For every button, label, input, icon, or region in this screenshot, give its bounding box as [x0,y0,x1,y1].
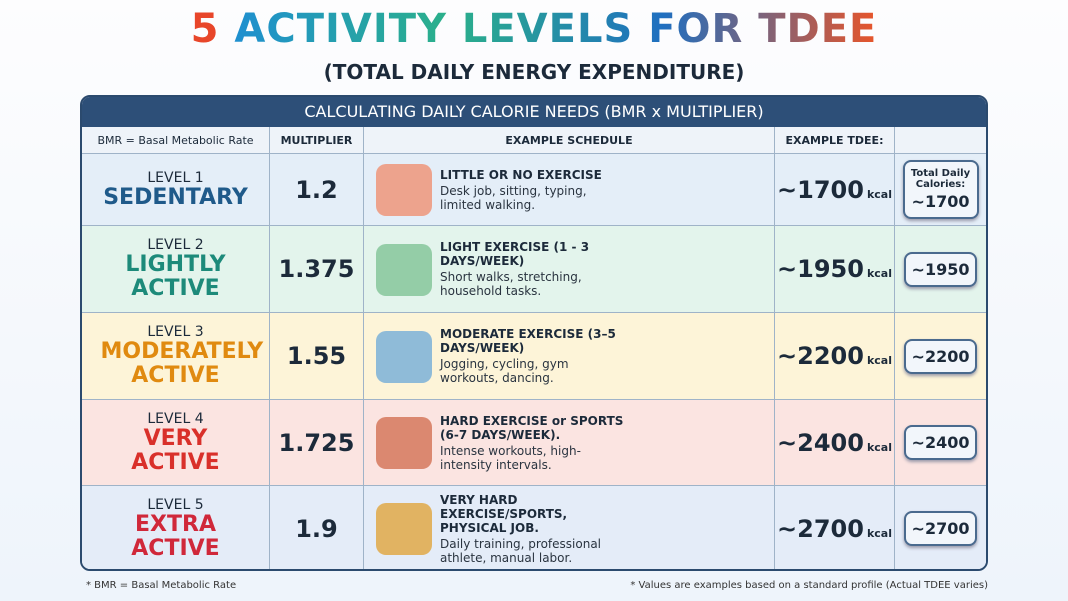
tdee-unit: kcal [866,267,892,280]
footnote: * BMR = Basal Metabolic Rate [86,580,237,591]
cell: LEVEL 1 SEDENTARY [82,154,270,226]
tdee-value: ~2200 [777,342,864,370]
column-header [895,127,986,154]
schedule-text: Desk job, sitting, typing, limited walki… [440,183,587,212]
multiplier: 1.2 [295,175,338,204]
cell: 1.375 [270,226,364,313]
schedule-title: MODERATE EXERCISE (3–5 DAYS/WEEK) [440,327,616,355]
cell: ~2400 [895,400,986,486]
level-name: LIGHTLY ACTIVE [125,252,226,301]
subtitle: (TOTAL DAILY ENERGY EXPENDITURE) [323,60,745,84]
total-box: Total Daily Calories: ~1700 [902,160,979,219]
total-box: ~2200 [903,338,978,374]
cell: ~1950 [895,226,986,313]
tdee-value: ~1700 [777,175,864,204]
total-box: ~1950 [903,251,978,287]
activity-icon [376,243,432,296]
tdee-unit: kcal [866,440,892,454]
tdee: ~2700 kcal [777,515,892,543]
cell: HARD EXERCISE or SPORTS (6-7 DAYS/WEEK).… [364,400,775,486]
multiplier: 1.375 [278,255,355,283]
cell: Total Daily Calories: ~1700 [895,154,986,226]
cell: LEVEL 5 EXTRA ACTIVE [82,486,270,569]
cell: ~2400 kcal [775,400,895,486]
level-number: LEVEL 5 [147,496,204,513]
tdee-unit: kcal [866,354,892,367]
multiplier: 1.55 [286,342,347,370]
cell: 1.55 [270,313,364,400]
level-number: LEVEL 4 [147,410,204,427]
column-header: BMR = Basal Metabolic Rate [82,127,270,154]
tdee: ~1700 kcal [777,176,892,204]
level-name: EXTRA ACTIVE [131,511,220,561]
schedule-text: Intense workouts, high-intensity interva… [440,443,581,472]
title-text: ACTIVITY LEVELS FOR TDEE [234,6,878,52]
tdee-unit: kcal [866,526,892,540]
cell: LIGHT EXERCISE (1 - 3 DAYS/WEEK) Short wa… [364,226,775,313]
tdee-value: ~1950 [777,255,864,283]
schedule-text: Short walks, stretching, household tasks… [440,270,582,298]
tdee: ~2200 kcal [777,342,892,370]
cell: ~2200 kcal [775,313,895,400]
activity-icon [376,330,432,383]
cell: 1.2 [270,154,364,226]
cell: ~2700 kcal [775,486,895,569]
footnote: * Values are examples based on a standar… [630,580,988,591]
schedule-title: HARD EXERCISE or SPORTS (6-7 DAYS/WEEK). [440,413,624,442]
total-value: ~1950 [911,259,970,279]
total-value: ~1700 [911,192,970,211]
activity-icon [376,417,432,469]
cell: ~2200 [895,313,986,400]
cell: 1.9 [270,486,364,569]
level-number: LEVEL 1 [147,169,204,186]
level-name: SEDENTARY [103,184,248,210]
level-name: MODERATELY ACTIVE [100,339,264,388]
cell: ~1700 kcal [775,154,895,226]
cell: VERY HARD EXERCISE/SPORTS, PHYSICAL JOB.… [364,486,775,569]
tdee-value: ~2700 [777,514,864,543]
tdee: ~1950 kcal [777,255,892,283]
title-number: 5 [190,6,220,52]
tdee-value: ~2400 [777,428,864,457]
tdee: ~2400 kcal [777,429,892,457]
total-box: ~2700 [903,511,978,546]
schedule-title: LITTLE OR NO EXERCISE [440,167,602,182]
cell: LEVEL 4 VERY ACTIVE [82,400,270,486]
total-header: Total Daily Calories: [910,168,971,190]
banner: CALCULATING DAILY CALORIE NEEDS (BMR x M… [82,97,986,127]
cell: LITTLE OR NO EXERCISE Desk job, sitting, … [364,154,775,226]
tdee-unit: kcal [866,187,892,201]
cell: ~2700 [895,486,986,569]
schedule-text: Jogging, cycling, gym workouts, dancing. [440,357,569,385]
activity-icon [376,164,432,216]
multiplier: 1.9 [295,514,338,543]
total-value: ~2700 [911,519,970,538]
cell: 1.725 [270,400,364,486]
schedule-text: Daily training, professional athlete, ma… [440,536,602,565]
column-header: MULTIPLIER [270,127,364,154]
level-name: VERY ACTIVE [131,425,220,475]
level-number: LEVEL 2 [147,237,204,253]
total-box: ~2400 [903,425,978,460]
cell: ~1950 kcal [775,226,895,313]
schedule-title: LIGHT EXERCISE (1 - 3 DAYS/WEEK) [440,240,590,268]
cell: MODERATE EXERCISE (3–5 DAYS/WEEK) Jogging… [364,313,775,400]
column-header: EXAMPLE TDEE: [775,127,895,154]
activity-icon [376,503,432,555]
total-value: ~2200 [911,346,970,366]
total-value: ~2400 [911,433,970,452]
multiplier: 1.725 [278,428,355,457]
title: 5 ACTIVITY LEVELS FOR TDEE [0,6,1068,52]
cell: LEVEL 2 LIGHTLY ACTIVE [82,226,270,313]
column-header: EXAMPLE SCHEDULE [364,127,775,154]
schedule-title: VERY HARD EXERCISE/SPORTS, PHYSICAL JOB. [440,492,568,535]
level-number: LEVEL 3 [147,324,204,340]
table: CALCULATING DAILY CALORIE NEEDS (BMR x M… [80,95,988,571]
cell: LEVEL 3 MODERATELY ACTIVE [82,313,270,400]
